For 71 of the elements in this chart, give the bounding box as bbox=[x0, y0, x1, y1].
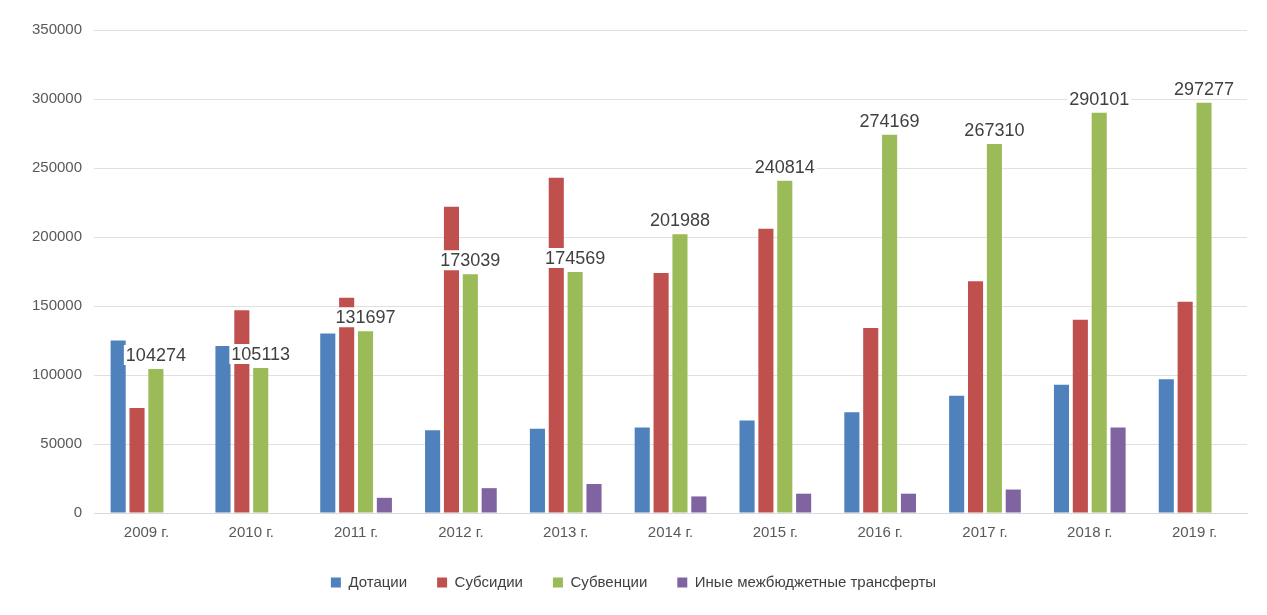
bar bbox=[1072, 319, 1088, 513]
bar bbox=[462, 274, 478, 513]
x-tick-label: 2010 г. bbox=[228, 523, 274, 541]
bar bbox=[1110, 427, 1126, 513]
bar bbox=[1053, 384, 1070, 513]
data-label: 240814 bbox=[754, 156, 815, 177]
x-tick-label: 2012 г. bbox=[438, 523, 484, 541]
data-label: 290101 bbox=[1069, 88, 1130, 109]
y-tick-label: 0 bbox=[73, 503, 83, 521]
y-tick-label: 200000 bbox=[31, 227, 83, 245]
y-tick-label: 300000 bbox=[31, 89, 83, 107]
data-label: 297277 bbox=[1173, 78, 1235, 99]
bar bbox=[900, 493, 916, 513]
bar bbox=[653, 272, 669, 513]
bar bbox=[148, 369, 164, 513]
bar bbox=[425, 430, 441, 513]
x-tick-label: 2011 г. bbox=[333, 523, 379, 541]
bar bbox=[215, 346, 231, 513]
bar bbox=[672, 234, 688, 513]
data-label: 105113 bbox=[231, 343, 291, 364]
x-tick-label: 2016 г. bbox=[857, 523, 903, 541]
bar bbox=[1005, 489, 1021, 513]
bar bbox=[481, 488, 497, 513]
bar bbox=[1196, 102, 1212, 513]
bar bbox=[739, 420, 755, 513]
bar bbox=[844, 412, 860, 513]
bar bbox=[796, 493, 812, 513]
x-tick-label: 2013 г. bbox=[543, 523, 589, 541]
bar bbox=[1158, 379, 1174, 513]
legend-label: Иные межбюджетные трансферты bbox=[694, 572, 937, 590]
bar bbox=[253, 367, 269, 513]
x-tick-label: 2017 г. bbox=[962, 523, 1008, 541]
data-label: 274169 bbox=[859, 110, 920, 131]
legend-label: Субвенции bbox=[570, 572, 648, 590]
data-label: 201988 bbox=[649, 210, 710, 231]
bar bbox=[1091, 112, 1107, 513]
data-label: 104274 bbox=[125, 345, 186, 366]
data-label: 131697 bbox=[335, 307, 396, 328]
legend-label: Дотации bbox=[348, 572, 408, 590]
y-tick-label: 50000 bbox=[40, 434, 83, 452]
bar bbox=[567, 272, 583, 513]
x-tick-label: 2014 г. bbox=[647, 523, 694, 541]
bar bbox=[863, 328, 879, 513]
bar bbox=[634, 427, 650, 513]
bar bbox=[1177, 301, 1193, 513]
bar bbox=[129, 408, 145, 513]
bar bbox=[376, 497, 392, 513]
x-tick-label: 2019 г. bbox=[1171, 523, 1218, 541]
bar bbox=[949, 395, 965, 513]
bar bbox=[967, 281, 984, 513]
bar bbox=[986, 144, 1002, 513]
data-label: 267310 bbox=[964, 120, 1025, 141]
bar bbox=[777, 180, 793, 513]
bar bbox=[586, 484, 602, 513]
bar bbox=[110, 340, 126, 513]
y-tick-label: 100000 bbox=[31, 365, 83, 383]
bar bbox=[357, 331, 374, 513]
y-tick-label: 250000 bbox=[31, 158, 83, 176]
bar bbox=[529, 428, 545, 513]
legend-label: Субсидии bbox=[454, 572, 523, 590]
bar bbox=[882, 134, 898, 513]
x-tick-label: 2009 г. bbox=[123, 523, 170, 541]
bar bbox=[320, 333, 336, 513]
bar bbox=[758, 228, 774, 513]
x-tick-label: 2018 г. bbox=[1067, 523, 1113, 541]
y-tick-label: 350000 bbox=[31, 20, 83, 38]
x-tick-label: 2015 г. bbox=[752, 523, 799, 541]
data-label: 174569 bbox=[545, 248, 606, 269]
bar bbox=[691, 496, 707, 513]
data-label: 173039 bbox=[440, 250, 501, 271]
y-tick-label: 150000 bbox=[31, 296, 83, 314]
